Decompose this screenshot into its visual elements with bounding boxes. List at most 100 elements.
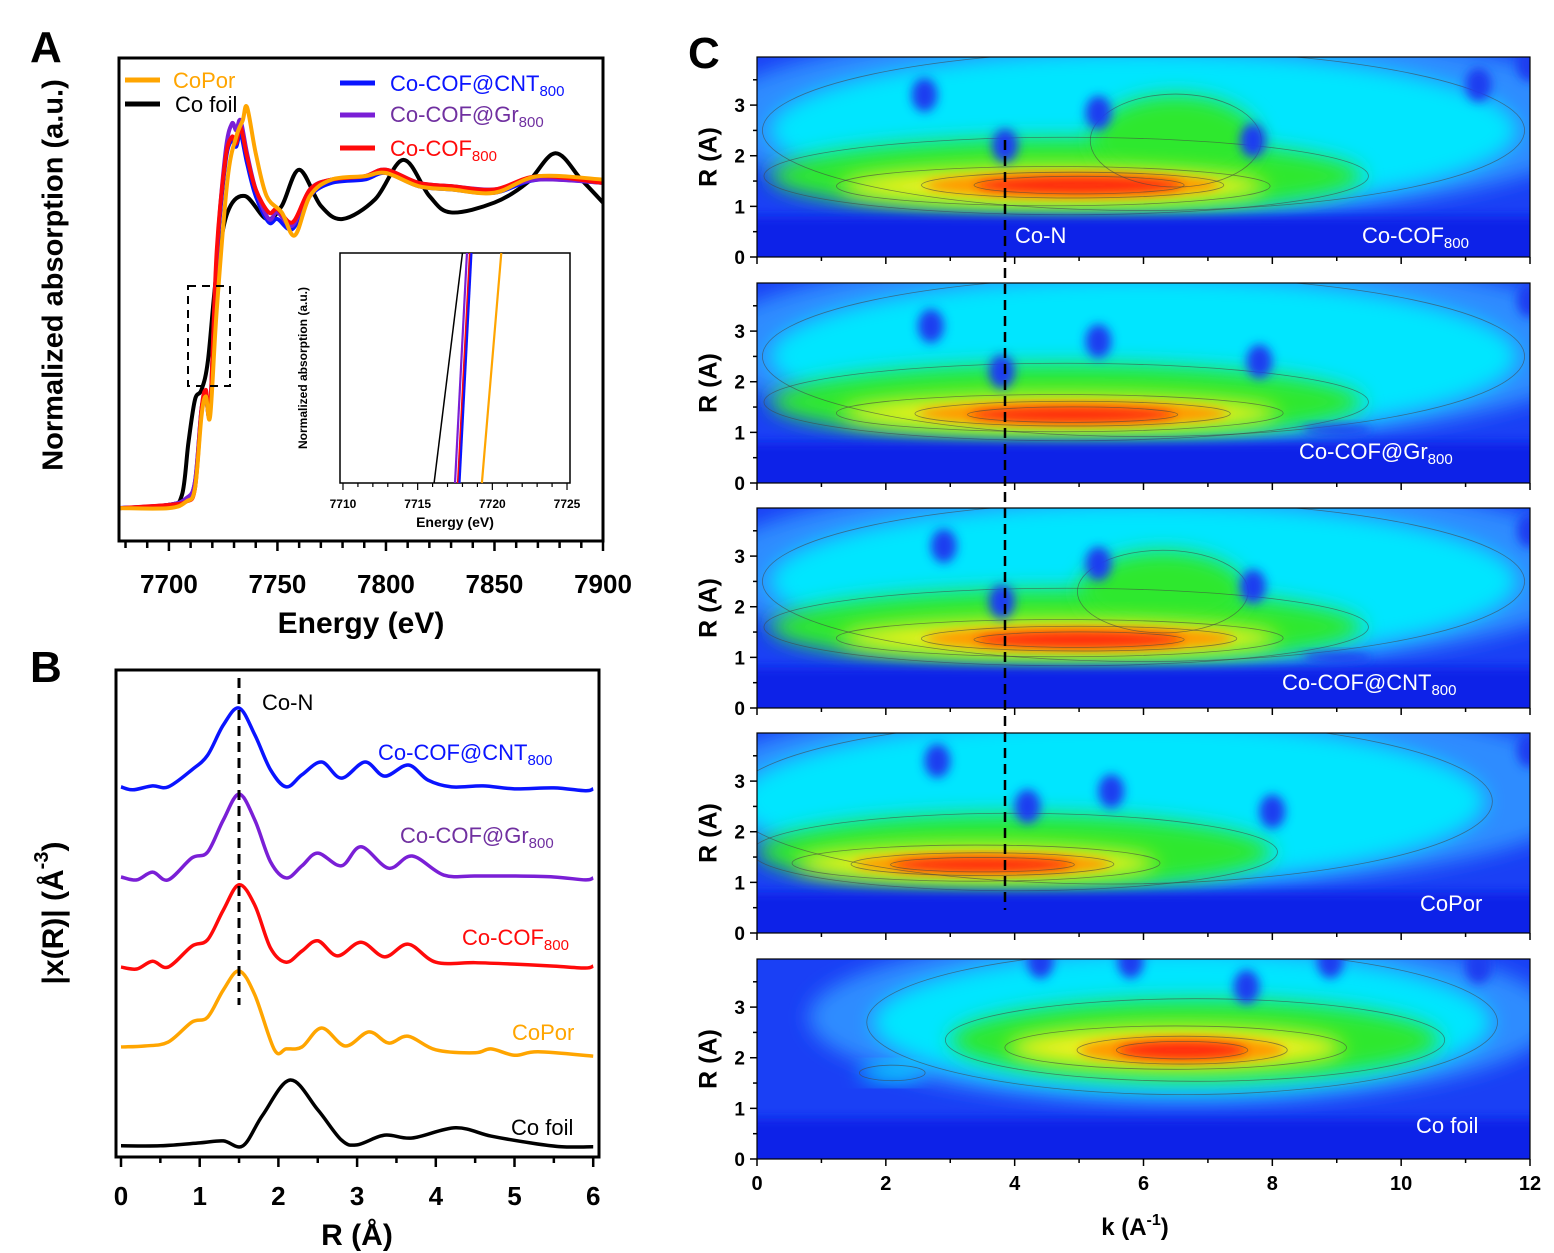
x-tick-label: 4 [1009,1173,1021,1195]
heatmap-intensity-region [1117,1041,1247,1059]
wavelet-map: 0 1 2 3 R (A) Co-COF@Gr800 [695,282,1531,495]
map-label: Co-COF@Gr800 [1299,439,1453,468]
y-tick-label: 2 [734,373,745,394]
panel-a-x-ticks: 7700 7750 7800 7850 7900 [124,541,632,599]
inset-tick-label: 7720 [479,497,506,511]
x-tick-label: 1 [192,1181,206,1211]
inset-curve-cof [456,252,472,484]
legend-label-copor: CoPor [173,68,235,93]
curve-label-co-cof-cnt: Co-COF@CNT800 [378,740,552,769]
panel-b-x-ticks: 0 1 2 3 4 5 6 [114,1157,600,1211]
heatmap-local-minimum [1233,969,1260,1004]
contour-line [757,733,1493,885]
low-r-band [757,892,1530,933]
heatmap-local-minimum [930,528,957,563]
y-tick-label: 0 [734,248,745,269]
curve-label-co-foil: Co foil [511,1115,573,1140]
map-y-label: R (A) [695,353,723,413]
heatmap-local-minimum [1085,95,1112,130]
heatmap-intensity-region [1079,551,1247,633]
contour-line [763,587,1369,667]
x-tick-label: 7900 [574,569,632,599]
x-tick-label: 0 [114,1181,128,1211]
heatmap-local-minimum [1259,794,1286,829]
contour-line [921,171,1225,199]
contour-line [967,406,1179,423]
y-tick-label: 2 [734,147,745,168]
heatmap-intensity-region [860,1065,925,1081]
heatmap-local-minimum [1301,424,1372,435]
contour-line [762,57,1525,211]
panel-b-x-label: R (Å) [321,1219,393,1252]
heatmap-local-minimum [1517,733,1530,768]
panel-a-curves [118,104,605,511]
heatmap-local-minimum [988,584,1015,619]
y-tick-label: 1 [734,1099,745,1120]
x-tick-label: 4 [429,1181,444,1211]
heatmap-local-minimum [988,354,1015,389]
ft-curve-foil [120,1078,594,1149]
heatmap-local-minimum [1117,959,1144,979]
heatmap-intensity-region [976,176,1183,194]
x-tick-label: 2 [271,1181,285,1211]
zoom-region-box [187,285,231,387]
contour-line [920,625,1238,652]
inset-x-label: Energy (eV) [416,514,494,530]
contour-line [973,175,1185,195]
contour-line [890,857,1075,873]
x-tick-label: 6 [1138,1173,1149,1195]
heatmap-local-minimum [1085,546,1112,581]
heatmap-local-minimum [924,743,951,778]
x-tick-label: 7850 [466,569,524,599]
inset-tick-label: 7710 [330,497,357,511]
x-tick-label: 0 [751,1173,762,1195]
heatmap-local-minimum [917,309,944,344]
x-tick-label: 12 [1519,1173,1541,1195]
legend-label-co-cof-gr: Co-COF@Gr800 [390,102,544,131]
heatmap-local-minimum [1240,123,1267,158]
heatmap-intensity-region [969,407,1176,423]
inset-chart: 7710 7715 7720 7725 Energy (eV) Normalized … [296,252,581,530]
contour-line [866,959,1498,1095]
y-tick-label: 0 [734,699,745,720]
contour-line [1116,1040,1249,1060]
contour-line [850,852,1115,876]
y-tick-label: 2 [734,598,745,619]
y-tick-label: 0 [734,474,745,495]
inset-tick-label: 7725 [554,497,581,511]
inset-curve-copor [480,252,503,484]
x-tick-label: 7800 [357,569,415,599]
x-tick-label: 5 [507,1181,521,1211]
panel-letter-c: C [688,29,720,78]
contour-line [973,631,1185,648]
legend-label-co-cof-cnt: Co-COF@CNT800 [390,71,564,100]
y-tick-label: 2 [734,1049,745,1070]
heatmap-local-minimum [1240,569,1267,604]
contour-line [835,394,1284,433]
wavelet-map: 0 1 2 3 R (A) Co-COF@CNT800 [695,507,1531,720]
map-y-label: R (A) [695,1029,723,1089]
y-tick-label: 3 [734,96,745,117]
ft-curve-cof [120,883,594,971]
inset-frame [339,252,571,484]
y-tick-label: 3 [734,322,745,343]
map-y-label: R (A) [695,803,723,863]
heatmap-intensity-region [892,857,1073,872]
x-tick-label: 7750 [249,569,307,599]
heatmap-local-minimum [1246,344,1273,379]
y-tick-label: 1 [734,197,745,218]
y-tick-label: 2 [734,823,745,844]
heatmap-local-minimum [1027,959,1054,979]
x-tick-label: 7700 [140,569,198,599]
inset-curve-gr [453,252,469,484]
xanes-curve-foil [118,151,605,511]
heatmap-intensity-region [976,632,1183,648]
panel-b-curves [120,706,594,1149]
heatmap-local-minimum [1465,959,1492,984]
low-r-band [757,1118,1530,1159]
map-y-label: R (A) [695,127,723,187]
